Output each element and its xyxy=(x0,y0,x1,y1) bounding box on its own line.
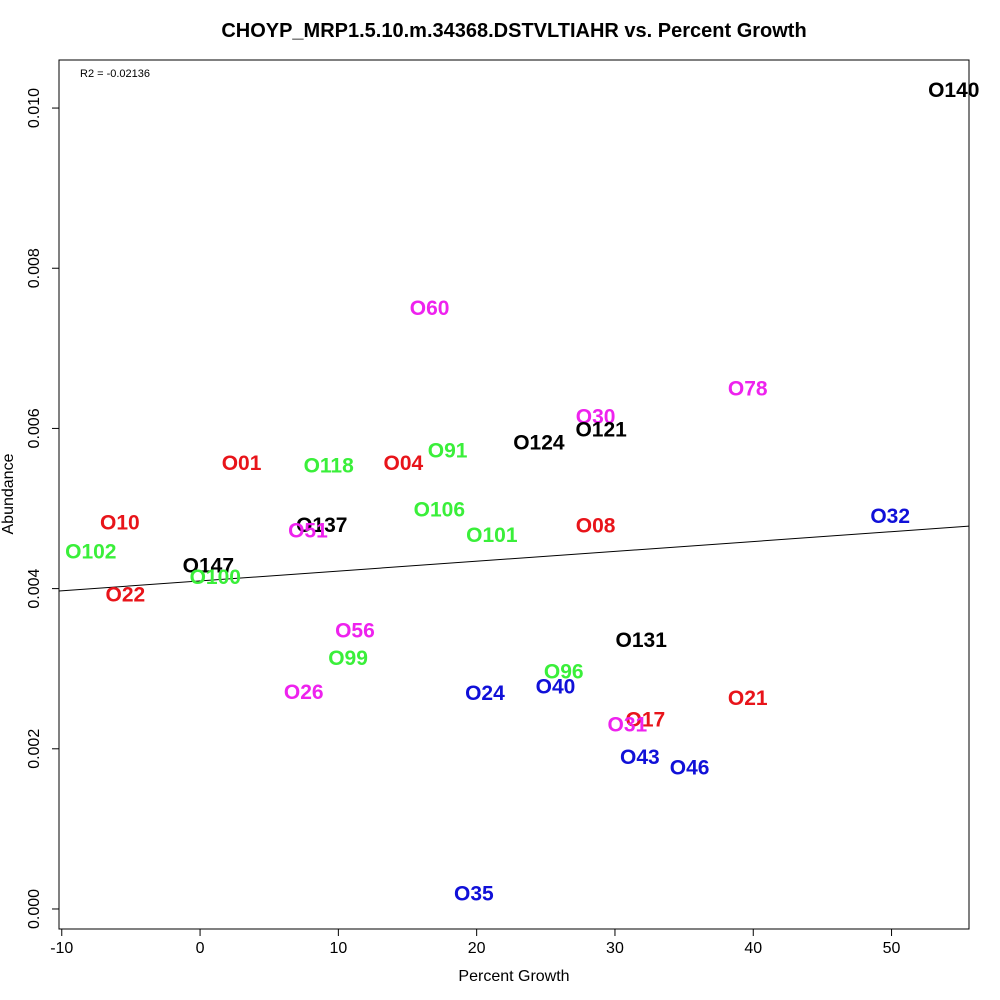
point-o30: O30 xyxy=(576,406,616,429)
point-o24: O24 xyxy=(465,682,505,705)
x-tick-label: 10 xyxy=(329,940,347,957)
point-o101: O101 xyxy=(466,524,518,547)
point-o124: O124 xyxy=(513,431,565,454)
regression-line-group xyxy=(58,525,970,592)
point-o56: O56 xyxy=(335,620,375,643)
point-o102: O102 xyxy=(65,540,116,563)
plot-frame xyxy=(58,59,970,930)
point-o01: O01 xyxy=(222,452,262,475)
point-o147: O147 xyxy=(183,555,234,578)
y-axis-label: Abundance xyxy=(0,453,17,534)
r2-annotation: R2 = -0.02136 xyxy=(80,68,150,80)
regression-line xyxy=(58,525,970,592)
y-tick-label: 0.002 xyxy=(26,729,43,769)
point-o131: O131 xyxy=(616,629,668,652)
point-o21: O21 xyxy=(728,687,768,710)
point-o118: O118 xyxy=(304,455,355,478)
point-o100: O100 xyxy=(190,566,241,589)
point-o31: O31 xyxy=(608,713,648,736)
x-tick-label: 30 xyxy=(606,940,624,957)
point-o04: O04 xyxy=(384,452,424,475)
x-tick-label: 20 xyxy=(468,940,486,957)
point-o60: O60 xyxy=(410,297,450,320)
point-o17: O17 xyxy=(626,708,666,731)
point-o106: O106 xyxy=(414,499,465,522)
y-tick-label: 0.000 xyxy=(26,889,43,929)
point-o43: O43 xyxy=(620,746,660,769)
point-o22: O22 xyxy=(106,584,146,607)
y-tick-label: 0.010 xyxy=(26,88,43,128)
point-o91: O91 xyxy=(428,439,468,462)
y-tick-label: 0.006 xyxy=(26,408,43,448)
x-tick-label: 0 xyxy=(196,940,205,957)
point-o46: O46 xyxy=(670,757,710,780)
point-o96: O96 xyxy=(544,660,584,683)
point-o51: O51 xyxy=(288,519,328,542)
x-axis-label: Percent Growth xyxy=(458,968,569,985)
y-axis: 0.000 0.002 0.004 0.006 0.008 0.010 xyxy=(26,88,60,929)
point-o32: O32 xyxy=(870,505,910,528)
point-o40: O40 xyxy=(536,676,576,699)
x-tick-label: 40 xyxy=(744,940,762,957)
point-o99: O99 xyxy=(328,647,368,670)
point-o137: O137 xyxy=(296,514,347,537)
y-tick-label: 0.004 xyxy=(26,568,43,608)
point-o140: O140 xyxy=(928,79,979,102)
point-o35: O35 xyxy=(454,882,494,905)
point-o121: O121 xyxy=(575,419,627,442)
x-axis: -10 0 10 20 30 40 50 xyxy=(50,928,901,957)
chart-title: CHOYP_MRP1.5.10.m.34368.DSTVLTIAHR vs. P… xyxy=(221,20,806,42)
point-o10: O10 xyxy=(100,511,140,534)
x-tick-label: -10 xyxy=(50,940,73,957)
point-o78: O78 xyxy=(728,378,768,401)
y-tick-label: 0.008 xyxy=(26,248,43,288)
point-o26: O26 xyxy=(284,681,324,704)
point-o08: O08 xyxy=(576,515,616,538)
x-tick-label: 50 xyxy=(883,940,901,957)
